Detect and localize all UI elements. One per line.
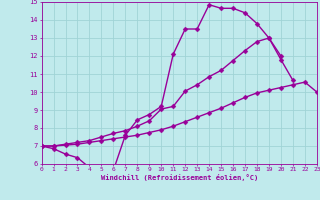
X-axis label: Windchill (Refroidissement éolien,°C): Windchill (Refroidissement éolien,°C) bbox=[100, 174, 258, 181]
